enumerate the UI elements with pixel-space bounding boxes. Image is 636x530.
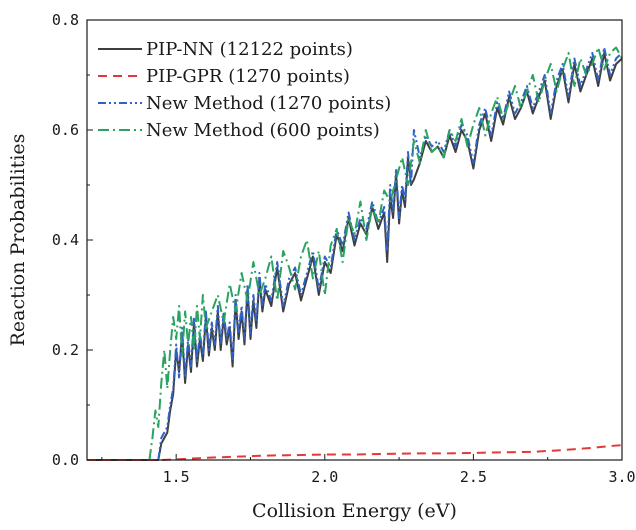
legend: PIP-NN (12122 points) PIP-GPR (1270 point… — [98, 39, 391, 141]
y-axis-title: Reaction Probabilities — [7, 134, 29, 347]
x-tick-label: 3.0 — [608, 468, 635, 486]
series-line-3 — [157, 46, 623, 461]
y-tick-label: 0.6 — [52, 121, 79, 139]
legend-label: PIP-GPR (1270 points) — [146, 66, 350, 87]
series-line-1 — [87, 52, 623, 461]
series-line-2 — [87, 444, 623, 461]
tick-layer: 1.5 2.0 2.5 3.0 0.0 0.2 0.4 0.6 0.8 — [52, 11, 636, 486]
legend-label: PIP-NN (12122 points) — [146, 39, 353, 60]
y-tick-label: 0.2 — [52, 341, 79, 359]
legend-label: New Method (600 points) — [146, 120, 380, 141]
x-axis-title: Collision Energy (eV) — [252, 500, 457, 522]
x-tick-label: 2.0 — [311, 468, 338, 486]
x-tick-label: 1.5 — [163, 468, 190, 486]
x-tick-label: 2.5 — [460, 468, 487, 486]
series-line-4 — [148, 46, 623, 461]
series-layer — [87, 46, 623, 461]
y-tick-label: 0.8 — [52, 11, 79, 29]
legend-label: New Method (1270 points) — [146, 93, 391, 114]
y-tick-label: 0.4 — [52, 231, 79, 249]
y-tick-label: 0.0 — [52, 451, 79, 469]
